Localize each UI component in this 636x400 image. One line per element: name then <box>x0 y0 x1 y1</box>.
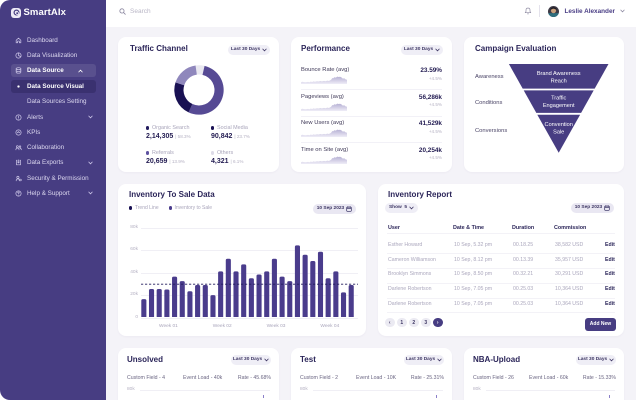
svg-text:Traffic: Traffic <box>551 96 566 102</box>
svg-text:Convention: Convention <box>545 122 573 128</box>
svg-text:Reach: Reach <box>551 79 567 85</box>
svg-text:Sale: Sale <box>553 130 564 136</box>
svg-text:Engagement: Engagement <box>543 103 575 109</box>
svg-text:Brand Awareness: Brand Awareness <box>537 71 581 77</box>
